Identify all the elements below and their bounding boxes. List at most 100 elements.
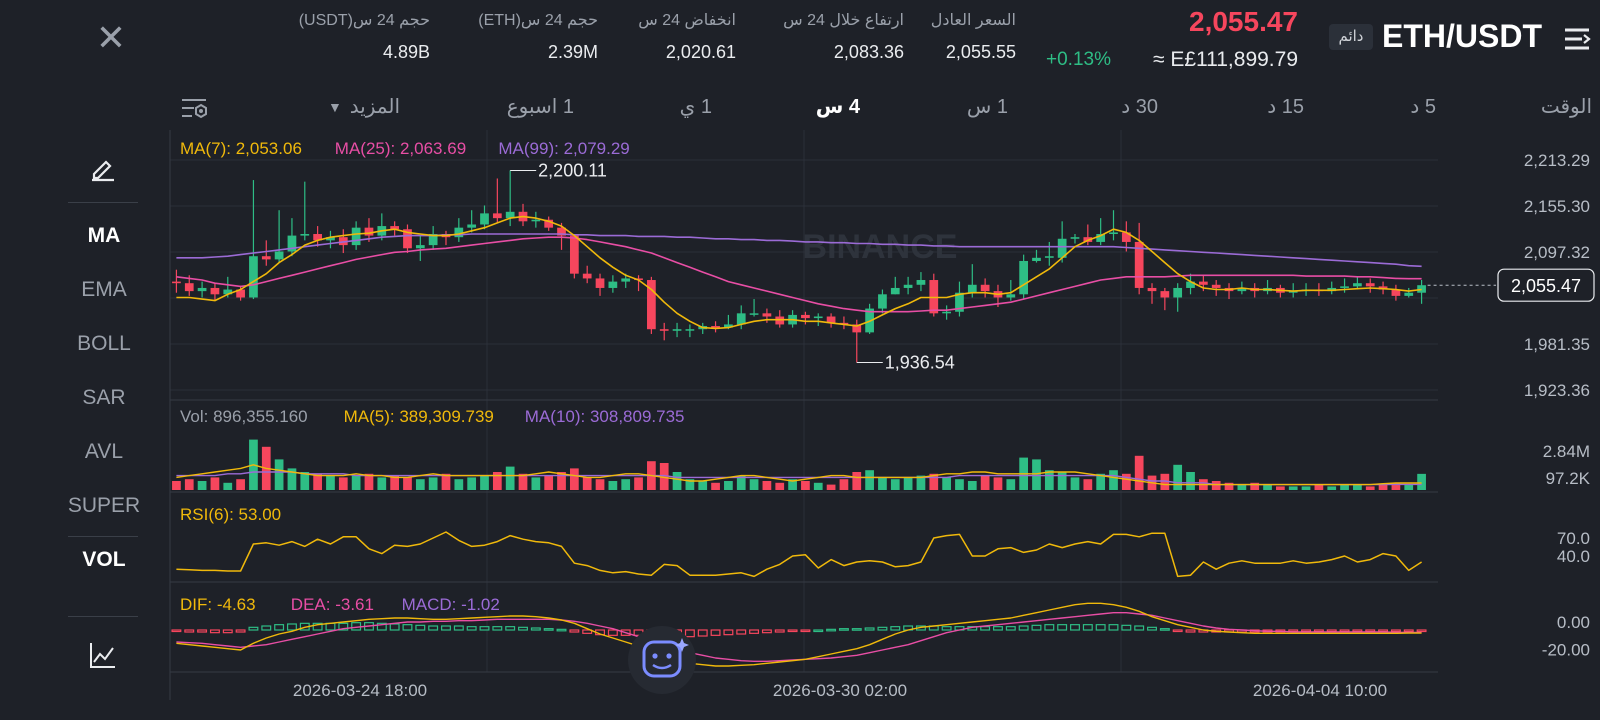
candle <box>197 287 207 292</box>
stat-value: 2,055.55 <box>945 42 1016 62</box>
volume-bar <box>1134 455 1144 490</box>
low-price-label: 1,936.54 <box>885 353 955 373</box>
candle <box>172 281 181 284</box>
timeframe-5m[interactable]: 5 د <box>1410 96 1436 118</box>
macd-histogram-bar <box>787 629 798 633</box>
candle <box>390 226 400 230</box>
rsi-legend: RSI(6): 53.00 <box>180 505 281 524</box>
timeframe-30m[interactable]: 30 د <box>1121 96 1158 118</box>
volume-bar <box>1378 484 1388 490</box>
trading-pair[interactable]: ETH/USDT <box>1382 18 1542 54</box>
volume-bar <box>1250 482 1260 490</box>
current-price-label: 2,055.47 <box>1511 276 1581 296</box>
macd-histogram-bar <box>1018 625 1029 631</box>
volume-bar <box>313 473 322 490</box>
macd-histogram-bar <box>1070 624 1080 631</box>
macd-histogram-bar <box>274 624 285 631</box>
candle <box>351 227 361 246</box>
macd-histogram-bar <box>1403 629 1414 633</box>
volume-bar <box>287 468 297 490</box>
candle <box>1173 287 1183 298</box>
stat-label: حجم 24 س(USDT) <box>298 12 430 29</box>
volume-bar <box>172 481 181 490</box>
macd-histogram-bar <box>838 628 849 631</box>
candle <box>955 292 964 312</box>
candle <box>813 316 823 319</box>
macd-histogram-bar <box>1339 629 1350 633</box>
macd-histogram-bar <box>415 624 426 631</box>
macd-histogram-bar <box>826 628 837 632</box>
timeframe-1w[interactable]: 1 اسبوع <box>506 96 574 118</box>
volume-bar <box>300 472 310 490</box>
indicator-ma[interactable]: MA <box>87 224 121 247</box>
candle <box>313 234 322 241</box>
rsi-line <box>176 531 1423 578</box>
timeframe-1h[interactable]: 1 س <box>966 96 1008 118</box>
indicator-boll[interactable]: BOLL <box>77 332 131 355</box>
volume-bar <box>993 477 1003 490</box>
candle <box>1147 287 1157 292</box>
ma-legend: MA(7): 2,053.06 <box>180 139 302 158</box>
y-tick-label: 2,213.29 <box>1524 151 1590 170</box>
timeframe-1d[interactable]: 1 ي <box>679 96 712 118</box>
volume-bar <box>621 479 631 490</box>
macd-histogram-bar <box>235 629 246 633</box>
y-tick-label: 2,097.32 <box>1524 243 1590 262</box>
macd-histogram-bar <box>697 629 708 637</box>
indicator-avl[interactable]: AVL <box>84 440 124 463</box>
indicator-vol[interactable]: VOL <box>82 548 126 571</box>
candle <box>364 227 374 236</box>
candle <box>1186 281 1195 288</box>
volume-bar <box>274 459 284 490</box>
timeframe-more[interactable]: المزيد <box>349 96 400 118</box>
candle <box>223 289 233 295</box>
volume-bar <box>1121 473 1131 490</box>
candle <box>236 289 245 298</box>
draw-tool-icon[interactable] <box>88 152 118 182</box>
macd-histogram-bar <box>1057 624 1068 631</box>
indicator-chart-icon[interactable] <box>88 640 118 670</box>
candle <box>1070 237 1080 239</box>
volume-bar <box>415 479 425 490</box>
current-price-tag <box>1497 268 1595 302</box>
menu-icon[interactable] <box>1562 24 1592 54</box>
volume-bar <box>762 481 772 490</box>
time-label: الوقت <box>1540 96 1592 118</box>
macd-histogram-bar <box>1159 628 1170 631</box>
ai-assistant-icon[interactable] <box>628 626 696 694</box>
volume-bar <box>685 479 695 490</box>
volume-bar <box>531 477 541 490</box>
close-icon[interactable]: ✕ <box>95 17 127 58</box>
macd-histogram-bar <box>1147 626 1157 631</box>
indicator-super[interactable]: SUPER <box>67 494 141 517</box>
ma-legend: MA(99): 2,079.29 <box>498 139 629 158</box>
indicator-sar[interactable]: SAR <box>82 386 126 409</box>
macd-histogram-bar <box>864 627 875 631</box>
candle <box>852 324 862 333</box>
candle <box>749 313 759 315</box>
timeframe-4h[interactable]: 4 س <box>815 96 860 118</box>
volume-bar <box>698 481 708 490</box>
volume-bar <box>544 475 554 490</box>
indicator-ema[interactable]: EMA <box>81 278 127 301</box>
volume-bar <box>1314 484 1324 490</box>
volume-bar <box>903 477 913 490</box>
candle <box>916 280 926 285</box>
volume-bar <box>1340 484 1349 490</box>
volume-bar <box>1365 486 1375 490</box>
volume-bar <box>1327 486 1337 490</box>
ma7-line <box>176 215 1422 330</box>
chevron-down-icon: ▼ <box>328 99 342 115</box>
candle <box>762 313 772 317</box>
macd-histogram-bar <box>1390 629 1401 633</box>
y-tick-label: 40.0 <box>1557 547 1590 566</box>
volume-bar <box>582 477 592 490</box>
chart-settings-icon[interactable] <box>180 96 210 122</box>
macd-histogram-bar <box>569 629 580 633</box>
volume-bar <box>454 479 464 490</box>
volume-bar <box>929 473 939 490</box>
timeframe-15m[interactable]: 15 د <box>1267 96 1304 118</box>
candle <box>736 313 746 325</box>
volume-bar <box>736 475 746 490</box>
